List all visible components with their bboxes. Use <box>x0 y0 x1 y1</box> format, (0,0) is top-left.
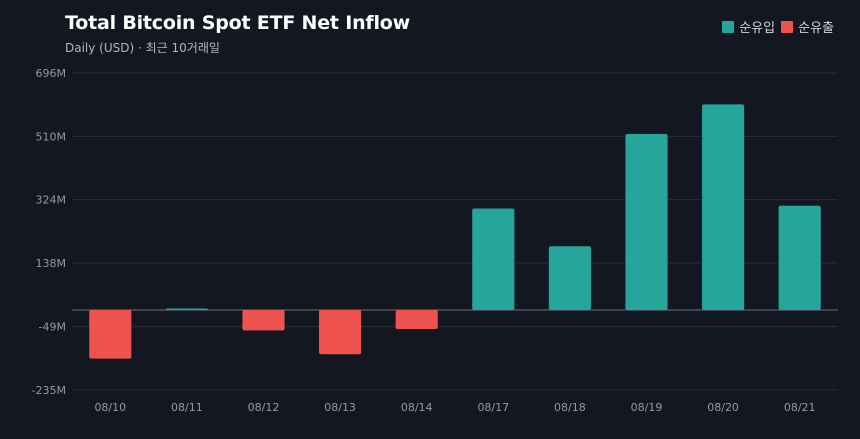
bar-08-21[interactable] <box>778 205 821 310</box>
y-tick-label: 510M <box>36 130 67 143</box>
bar-08-14[interactable] <box>395 309 438 330</box>
x-tick-label: 08/13 <box>324 401 356 414</box>
x-tick-label: 08/21 <box>784 401 816 414</box>
legend-swatch-inflow <box>722 20 735 33</box>
chart-subtitle: Daily (USD) · 최근 10거래일 <box>65 41 220 55</box>
legend-item-outflow[interactable]: 순유출 <box>781 17 834 36</box>
x-tick-label: 08/20 <box>707 401 739 414</box>
bar-08-18[interactable] <box>548 246 591 310</box>
bar-08-17[interactable] <box>472 208 515 310</box>
bar-08-13[interactable] <box>319 309 362 355</box>
x-tick-label: 08/19 <box>631 401 663 414</box>
chart-title: Total Bitcoin Spot ETF Net Inflow <box>65 12 411 34</box>
x-tick-label: 08/11 <box>171 401 203 414</box>
y-tick-label: -49M <box>39 321 66 334</box>
legend-item-inflow[interactable]: 순유입 <box>722 17 775 36</box>
legend-label-inflow: 순유입 <box>739 21 776 36</box>
x-tick-label: 08/10 <box>94 401 126 414</box>
bar-08-19[interactable] <box>625 133 668 310</box>
legend-swatch-outflow <box>781 20 794 33</box>
bar-layer <box>89 104 821 359</box>
x-tick-label: 08/12 <box>248 401 280 414</box>
y-tick-label: 324M <box>36 194 67 207</box>
x-tick-label: 08/18 <box>554 401 586 414</box>
chart-legend: 순유입 순유출 <box>722 17 834 36</box>
y-tick-label: -235M <box>32 384 66 397</box>
y-tick-label: 138M <box>36 257 67 270</box>
bar-08-12[interactable] <box>242 309 285 331</box>
x-tick-label: 08/14 <box>401 401 433 414</box>
bar-08-10[interactable] <box>89 309 132 359</box>
x-tick-label: 08/17 <box>477 401 509 414</box>
bar-08-20[interactable] <box>702 104 745 310</box>
legend-label-outflow: 순유출 <box>798 21 834 36</box>
y-tick-label: 696M <box>36 67 67 80</box>
bar-08-11[interactable] <box>165 308 208 310</box>
axis-layer: 696M 510M 324M 138M -49M -235M 08/10 08/11 08/12… <box>32 67 816 414</box>
